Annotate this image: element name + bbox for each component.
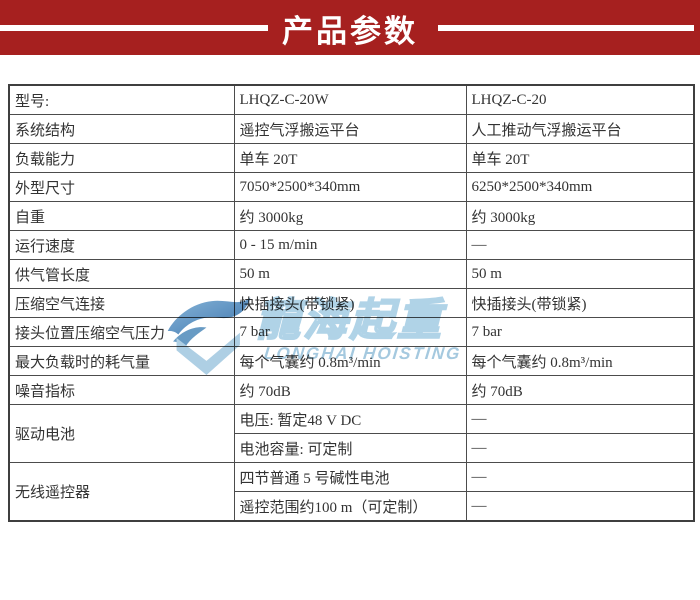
param-value: 7 bar xyxy=(465,317,695,347)
param-value: — xyxy=(465,462,695,492)
param-label: 负载能力 xyxy=(8,143,235,173)
param-label: 噪音指标 xyxy=(8,375,235,405)
param-label: 系统结构 xyxy=(8,114,235,144)
param-value: 6250*2500*340mm xyxy=(465,172,695,202)
table-row: 驱动电池 电压: 暂定48 V DC — xyxy=(8,404,695,463)
param-value: 遥控范围约100 m（可定制） xyxy=(233,491,467,522)
param-label: 最大负载时的耗气量 xyxy=(8,346,235,376)
table-row: 运行速度 0 - 15 m/min — xyxy=(8,230,695,260)
product-parameters-body: 型号: LHQZ-C-20W LHQZ-C-20 系统结构 遥控气浮搬运平台 人工推动气浮… xyxy=(8,84,695,522)
table-row: 电池容量: 可定制 — xyxy=(9,433,695,463)
param-value: 0 - 15 m/min xyxy=(233,230,467,260)
param-value: 快插接头(带锁紧) xyxy=(233,288,467,318)
param-value: 约 70dB xyxy=(465,375,695,405)
table-row: 遥控范围约100 m（可定制） — xyxy=(9,491,695,522)
param-value: LHQZ-C-20 xyxy=(465,84,695,115)
param-value: 每个气囊约 0.8m³/min xyxy=(465,346,695,376)
param-value: 单车 20T xyxy=(465,143,695,173)
header-banner: 产品参数 xyxy=(0,0,700,55)
param-value: 四节普通 5 号碱性电池 xyxy=(233,462,467,492)
product-parameters-table: 型号: LHQZ-C-20W LHQZ-C-20 系统结构 遥控气浮搬运平台 人工推动气浮… xyxy=(8,84,695,522)
table-row: 型号: LHQZ-C-20W LHQZ-C-20 xyxy=(8,84,695,115)
param-value: 单车 20T xyxy=(233,143,467,173)
param-label: 供气管长度 xyxy=(8,259,235,289)
param-value: — xyxy=(465,230,695,260)
param-value: — xyxy=(465,491,695,522)
param-value: 约 3000kg xyxy=(465,201,695,231)
table-row: 供气管长度 50 m 50 m xyxy=(8,259,695,289)
param-label: 型号: xyxy=(8,84,235,115)
table-row: 负载能力 单车 20T 单车 20T xyxy=(8,143,695,173)
param-value: 遥控气浮搬运平台 xyxy=(233,114,467,144)
param-value: 7 bar xyxy=(233,317,467,347)
param-label: 无线遥控器 xyxy=(8,462,235,522)
page-title: 产品参数 xyxy=(282,14,418,49)
param-value: 约 3000kg xyxy=(233,201,467,231)
param-label: 压缩空气连接 xyxy=(8,288,235,318)
table-row: 外型尺寸 7050*2500*340mm 6250*2500*340mm xyxy=(8,172,695,202)
table-row: 接头位置压缩空气压力 7 bar 7 bar xyxy=(8,317,695,347)
param-label: 运行速度 xyxy=(8,230,235,260)
param-value: — xyxy=(465,404,695,434)
param-value: 人工推动气浮搬运平台 xyxy=(465,114,695,144)
param-label: 外型尺寸 xyxy=(8,172,235,202)
param-value: — xyxy=(465,433,695,463)
table-row: 自重约 3000kg 约 3000kg xyxy=(8,201,695,231)
param-label: 接头位置压缩空气压力 xyxy=(8,317,235,347)
banner-left-line xyxy=(0,25,268,31)
param-value: LHQZ-C-20W xyxy=(233,84,467,115)
param-label: 驱动电池 xyxy=(8,404,235,463)
param-value: 7050*2500*340mm xyxy=(233,172,467,202)
table-row: 最大负载时的耗气量 每个气囊约 0.8m³/min 每个气囊约 0.8m³/min xyxy=(8,346,695,376)
param-value: 50 m xyxy=(233,259,467,289)
param-value: 50 m xyxy=(465,259,695,289)
table-row: 噪音指标约 70dB 约 70dB xyxy=(8,375,695,405)
banner-right-line xyxy=(438,25,694,31)
param-value: 约 70dB xyxy=(233,375,467,405)
param-value: 电压: 暂定48 V DC xyxy=(233,404,467,434)
table-row: 系统结构 遥控气浮搬运平台 人工推动气浮搬运平台 xyxy=(8,114,695,144)
param-value: 电池容量: 可定制 xyxy=(233,433,467,463)
table-row: 无线遥控器 四节普通 5 号碱性电池 — xyxy=(8,462,695,522)
param-value: 每个气囊约 0.8m³/min xyxy=(233,346,467,376)
param-value: 快插接头(带锁紧) xyxy=(465,288,695,318)
param-label: 自重 xyxy=(8,201,235,231)
table-row: 压缩空气连接 快插接头(带锁紧) 快插接头(带锁紧) xyxy=(8,288,695,318)
